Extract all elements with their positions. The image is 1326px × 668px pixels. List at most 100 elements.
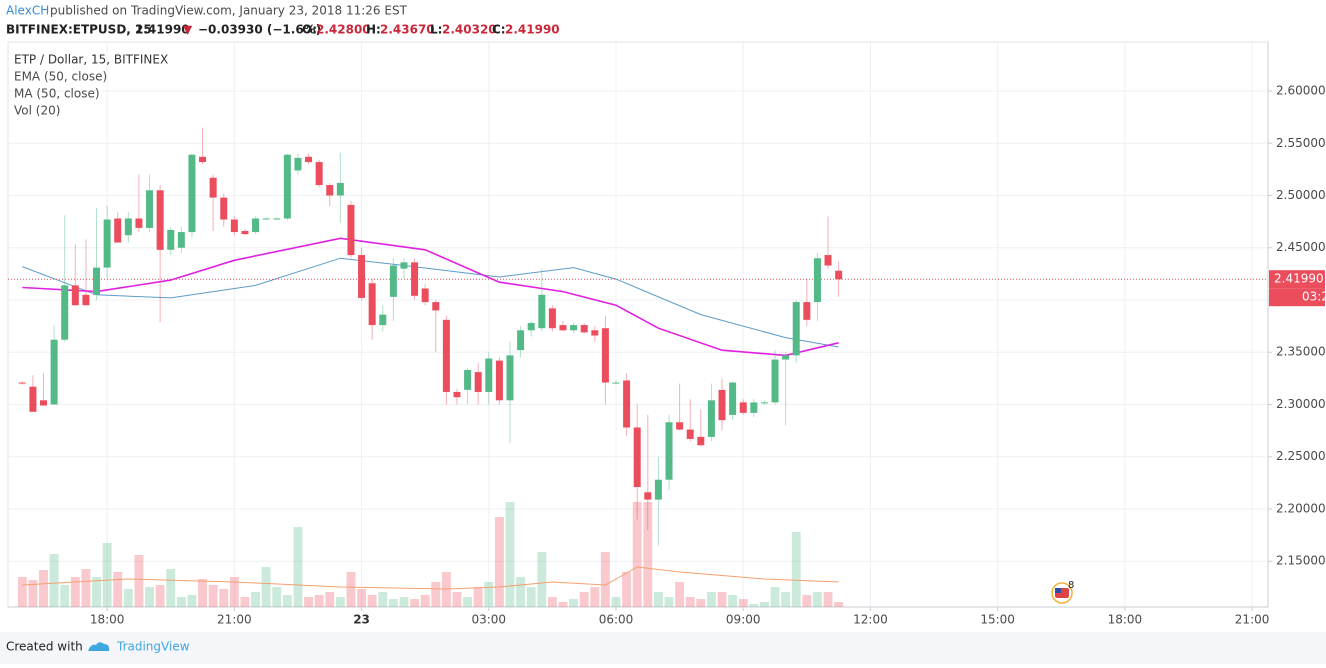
y-tick-label: 2.30000 bbox=[1276, 397, 1326, 411]
axes: 2.150002.200002.250002.300002.350002.400… bbox=[90, 84, 1326, 627]
volume-bar bbox=[600, 552, 610, 607]
candle-body bbox=[273, 218, 281, 220]
candle-body bbox=[114, 218, 122, 243]
volume-bar bbox=[357, 589, 367, 607]
symbol: BITFINEX:ETPUSD, 15 bbox=[6, 23, 152, 37]
candle-body bbox=[103, 219, 111, 268]
candle-body bbox=[803, 302, 811, 320]
candle-body bbox=[729, 382, 737, 415]
candle-body bbox=[623, 380, 631, 428]
candle-body bbox=[676, 422, 684, 430]
volume-bar bbox=[473, 587, 483, 607]
y-tick-label: 2.25000 bbox=[1276, 449, 1326, 463]
candle-body bbox=[580, 325, 588, 333]
volume-bar bbox=[611, 597, 621, 607]
candle-body bbox=[517, 330, 525, 351]
volume-bar bbox=[802, 595, 812, 607]
candle-body bbox=[612, 382, 620, 384]
candle-body bbox=[93, 267, 101, 295]
candle-body bbox=[750, 402, 758, 413]
candle-body bbox=[421, 288, 429, 303]
volume-bar bbox=[717, 592, 727, 607]
candle-body bbox=[442, 319, 450, 392]
published: published on TradingView.com, January 23… bbox=[50, 4, 408, 18]
volume-bar bbox=[463, 597, 473, 607]
volume-bar bbox=[60, 585, 70, 607]
volume-bar bbox=[49, 554, 59, 607]
volume-bar bbox=[569, 599, 579, 607]
candle-body bbox=[167, 229, 175, 250]
candle-body bbox=[50, 339, 58, 405]
volume-bar bbox=[420, 595, 430, 607]
candle-body bbox=[495, 360, 503, 401]
volume-bar bbox=[261, 567, 271, 607]
volume-bar bbox=[537, 552, 547, 607]
candle-body bbox=[230, 219, 238, 233]
candle-body bbox=[18, 382, 26, 384]
candle-body bbox=[665, 422, 673, 480]
candle-body bbox=[782, 355, 790, 360]
candle-body bbox=[771, 359, 779, 403]
candle-body bbox=[813, 258, 821, 303]
volume-bar bbox=[335, 597, 345, 607]
candle-body bbox=[739, 402, 747, 413]
candle-body bbox=[400, 262, 408, 269]
volume-bar bbox=[484, 582, 494, 607]
footer-logo[interactable]: TradingView bbox=[88, 640, 190, 654]
volume-bar bbox=[823, 592, 833, 607]
volume-bar bbox=[282, 595, 292, 607]
candle-body bbox=[485, 358, 493, 392]
volume-bar bbox=[314, 595, 324, 607]
footer-bg bbox=[0, 632, 1326, 664]
footer-brand[interactable]: TradingView bbox=[116, 640, 190, 654]
candle-body bbox=[188, 154, 196, 233]
candle-body bbox=[432, 302, 440, 311]
volume-bar bbox=[579, 592, 589, 607]
h-label: H: bbox=[366, 23, 381, 37]
volume-bar bbox=[547, 597, 557, 607]
candle-body bbox=[559, 325, 567, 331]
countdown-box bbox=[1269, 288, 1325, 307]
x-tick-label: 23 bbox=[353, 613, 370, 627]
candle-body bbox=[453, 391, 461, 398]
footer-created: Created with bbox=[6, 640, 83, 654]
candle-body bbox=[506, 355, 514, 401]
x-tick-label: 18:00 bbox=[1108, 613, 1143, 627]
x-tick-label: 15:00 bbox=[980, 613, 1015, 627]
volume-bar bbox=[293, 527, 303, 607]
h: 2.43670 bbox=[380, 23, 435, 37]
y-tick-label: 2.15000 bbox=[1276, 554, 1326, 568]
volume-bar bbox=[526, 587, 536, 607]
legend-ema: EMA (50, close) bbox=[14, 70, 107, 84]
volume-bar bbox=[240, 597, 250, 607]
candle-body bbox=[760, 402, 768, 404]
author[interactable]: AlexCH bbox=[6, 4, 49, 18]
candle-body bbox=[548, 308, 556, 329]
candle-body bbox=[135, 218, 143, 228]
candle-body bbox=[124, 218, 132, 236]
volume-pane bbox=[17, 502, 844, 607]
volume-bar bbox=[155, 585, 165, 607]
candle-body bbox=[294, 157, 302, 171]
candle-body bbox=[718, 389, 726, 421]
candle-body bbox=[241, 231, 249, 235]
c: 2.41990 bbox=[505, 23, 560, 37]
volume-bar bbox=[590, 587, 600, 607]
volume-bar bbox=[219, 589, 229, 607]
candle-body bbox=[358, 255, 366, 298]
c-label: C: bbox=[492, 23, 506, 37]
volume-bar bbox=[123, 589, 133, 607]
candles bbox=[8, 127, 1268, 546]
events-badge[interactable]: 8 bbox=[1051, 580, 1074, 604]
volume-bar bbox=[494, 517, 504, 607]
candle-body bbox=[326, 185, 334, 196]
candle-body bbox=[209, 177, 217, 198]
volume-bar bbox=[834, 602, 844, 607]
candle-body bbox=[82, 294, 90, 306]
cloud-icon bbox=[88, 642, 110, 651]
change: −0.03930 (−1.6%) bbox=[198, 23, 321, 37]
volume-bar bbox=[176, 597, 186, 607]
candle-body bbox=[835, 270, 843, 280]
candle-body bbox=[538, 294, 546, 329]
